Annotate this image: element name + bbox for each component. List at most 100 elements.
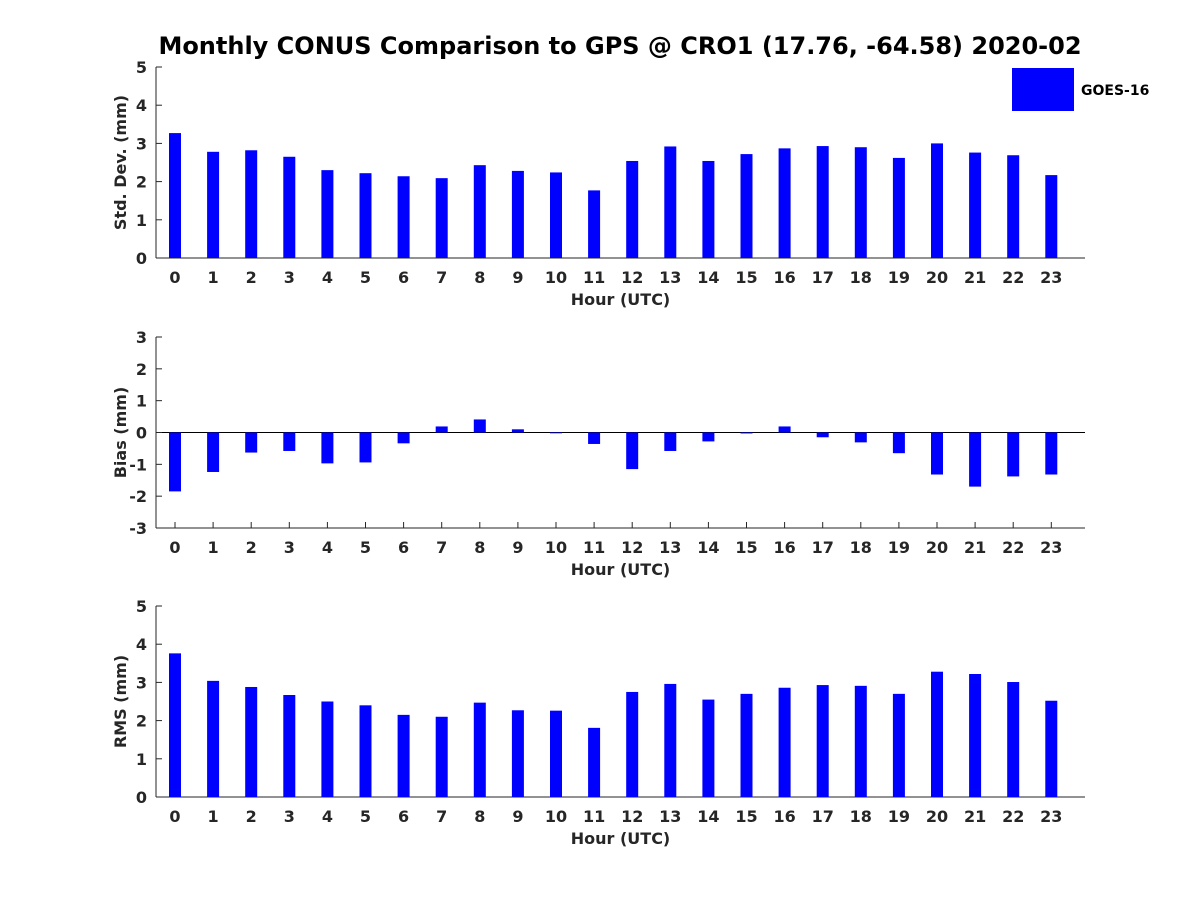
- y-tick-label: -1: [129, 455, 147, 474]
- x-tick-label: 11: [583, 268, 605, 287]
- bar-hour-0: [169, 653, 181, 797]
- bar-hour-3: [283, 695, 296, 797]
- bar-hour-3: [283, 432, 296, 451]
- bar-hour-7: [435, 178, 448, 258]
- bar-hour-19: [892, 157, 905, 258]
- x-tick-label: 18: [850, 268, 872, 287]
- x-tick-label: 23: [1040, 538, 1062, 557]
- y-tick-label: 3: [136, 673, 147, 692]
- bar-hour-20: [931, 143, 943, 258]
- bar-hour-13: [664, 683, 677, 797]
- x-tick-label: 4: [322, 268, 333, 287]
- bar-hour-18: [854, 432, 867, 443]
- bar-hour-7: [435, 426, 448, 433]
- bar-hour-6: [397, 176, 410, 258]
- x-tick-label: 1: [208, 807, 219, 826]
- x-tick-label: 7: [436, 538, 447, 557]
- x-tick-label: 5: [360, 538, 371, 557]
- x-tick-label: 8: [474, 807, 485, 826]
- legend: GOES-16: [1012, 68, 1149, 111]
- bar-hour-7: [435, 716, 448, 797]
- x-tick-label: 22: [1002, 268, 1024, 287]
- x-tick-label: 18: [850, 807, 872, 826]
- bar-hour-4: [321, 432, 334, 464]
- chart-title: Monthly CONUS Comparison to GPS @ CRO1 (…: [158, 32, 1081, 60]
- bar-hour-4: [321, 701, 334, 797]
- legend-label: GOES-16: [1081, 83, 1149, 99]
- x-tick-label: 10: [545, 538, 567, 557]
- bar-hour-10: [550, 172, 562, 258]
- x-tick-label: 16: [773, 538, 795, 557]
- bar-hour-17: [816, 432, 829, 438]
- bar-hour-14: [702, 432, 715, 442]
- x-tick-label: 6: [398, 538, 409, 557]
- x-tick-label: 0: [169, 538, 180, 557]
- x-tick-label: 21: [964, 268, 986, 287]
- bar-hour-4: [321, 170, 334, 258]
- bar-hour-1: [207, 680, 220, 797]
- bar-hour-22: [1007, 155, 1020, 258]
- bar-hour-12: [626, 432, 639, 470]
- legend-swatch: [1012, 68, 1074, 111]
- x-tick-label: 10: [545, 807, 567, 826]
- x-tick-label: 9: [512, 807, 523, 826]
- bar-hour-5: [359, 705, 372, 797]
- bar-hour-14: [702, 160, 715, 258]
- y-axis-label: Std. Dev. (mm): [111, 95, 130, 230]
- y-tick-label: -2: [129, 487, 147, 506]
- bar-hour-8: [473, 165, 486, 258]
- y-axis-label: Bias (mm): [111, 387, 130, 479]
- bar-hour-18: [854, 685, 867, 797]
- y-tick-label: 5: [136, 58, 147, 77]
- x-tick-label: 22: [1002, 538, 1024, 557]
- bar-hour-18: [854, 147, 867, 258]
- bar-hour-20: [931, 432, 943, 475]
- x-tick-label: 0: [169, 268, 180, 287]
- x-tick-label: 7: [436, 268, 447, 287]
- x-tick-label: 13: [659, 807, 681, 826]
- x-tick-label: 19: [888, 268, 910, 287]
- bar-hour-6: [397, 432, 410, 444]
- y-tick-label: 3: [136, 134, 147, 153]
- bar-hour-11: [588, 432, 601, 444]
- bar-hour-10: [550, 432, 562, 434]
- x-tick-label: 17: [812, 268, 834, 287]
- x-tick-label: 20: [926, 807, 948, 826]
- bar-hour-0: [169, 432, 181, 492]
- bar-hour-12: [626, 160, 639, 258]
- x-tick-label: 8: [474, 268, 485, 287]
- x-tick-label: 14: [697, 538, 719, 557]
- x-tick-label: 17: [812, 807, 834, 826]
- x-tick-label: 15: [735, 807, 757, 826]
- bar-hour-12: [626, 691, 639, 797]
- bar-hour-17: [816, 685, 829, 797]
- x-tick-label: 9: [512, 268, 523, 287]
- bar-hour-22: [1007, 432, 1020, 477]
- x-tick-label: 19: [888, 538, 910, 557]
- x-tick-label: 7: [436, 807, 447, 826]
- x-tick-label: 12: [621, 807, 643, 826]
- bar-hour-15: [740, 154, 753, 258]
- x-tick-label: 12: [621, 538, 643, 557]
- bar-hour-5: [359, 173, 372, 258]
- bar-hour-10: [550, 710, 562, 797]
- bar-hour-21: [969, 152, 982, 258]
- y-axis-label: RMS (mm): [111, 655, 130, 748]
- bar-hour-17: [816, 146, 829, 258]
- bar-hour-8: [473, 419, 486, 433]
- bar-hour-3: [283, 156, 296, 258]
- y-tick-label: 5: [136, 597, 147, 616]
- bar-hour-13: [664, 146, 677, 258]
- bar-hour-15: [740, 693, 753, 797]
- x-tick-label: 1: [208, 268, 219, 287]
- bar-hour-1: [207, 432, 220, 472]
- bar-hour-13: [664, 432, 677, 451]
- x-axis-label: Hour (UTC): [571, 829, 671, 848]
- bar-hour-22: [1007, 682, 1020, 797]
- x-tick-label: 3: [284, 538, 295, 557]
- x-tick-label: 23: [1040, 268, 1062, 287]
- x-tick-label: 9: [512, 538, 523, 557]
- bar-hour-16: [778, 426, 791, 433]
- x-tick-label: 20: [926, 538, 948, 557]
